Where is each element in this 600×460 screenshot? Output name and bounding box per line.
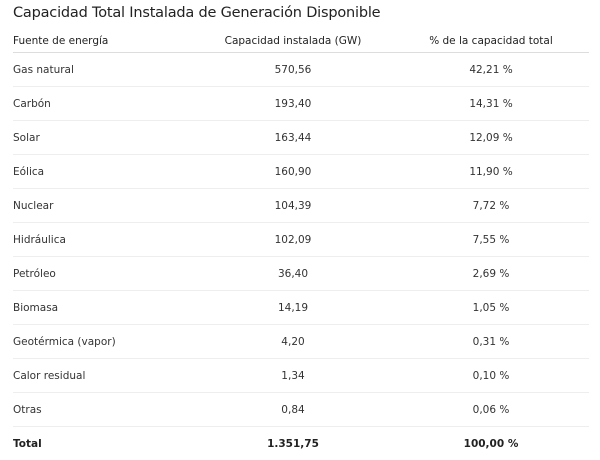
column-header-capacity: Capacidad instalada (GW) <box>193 30 393 53</box>
percent-cell: 100,00 % <box>393 427 589 460</box>
capacity-cell: 102,09 <box>193 223 393 257</box>
percent-cell: 11,90 % <box>393 155 589 189</box>
capacity-cell: 163,44 <box>193 121 393 155</box>
capacity-cell: 4,20 <box>193 325 393 359</box>
source-cell: Nuclear <box>13 189 193 223</box>
percent-cell: 1,05 % <box>393 291 589 325</box>
source-cell: Calor residual <box>13 359 193 393</box>
source-cell: Otras <box>13 393 193 427</box>
capacity-cell: 36,40 <box>193 257 393 291</box>
column-header-source: Fuente de energía <box>13 30 193 53</box>
source-cell: Gas natural <box>13 53 193 87</box>
percent-cell: 7,55 % <box>393 223 589 257</box>
percent-cell: 14,31 % <box>393 87 589 121</box>
percent-cell: 2,69 % <box>393 257 589 291</box>
source-cell: Geotérmica (vapor) <box>13 325 193 359</box>
source-cell: Carbón <box>13 87 193 121</box>
percent-cell: 0,10 % <box>393 359 589 393</box>
percent-cell: 0,31 % <box>393 325 589 359</box>
table-header-row: Fuente de energía Capacidad instalada (G… <box>13 30 589 53</box>
capacity-cell: 1.351,75 <box>193 427 393 460</box>
capacity-table: Fuente de energía Capacidad instalada (G… <box>13 30 589 460</box>
percent-cell: 0,06 % <box>393 393 589 427</box>
percent-cell: 7,72 % <box>393 189 589 223</box>
capacity-cell: 14,19 <box>193 291 393 325</box>
capacity-cell: 1,34 <box>193 359 393 393</box>
percent-cell: 12,09 % <box>393 121 589 155</box>
source-cell: Hidráulica <box>13 223 193 257</box>
page-title: Capacidad Total Instalada de Generación … <box>13 5 380 21</box>
capacity-cell: 160,90 <box>193 155 393 189</box>
capacity-cell: 104,39 <box>193 189 393 223</box>
source-cell: Eólica <box>13 155 193 189</box>
source-cell: Total <box>13 427 193 460</box>
source-cell: Solar <box>13 121 193 155</box>
percent-cell: 42,21 % <box>393 53 589 87</box>
source-cell: Petróleo <box>13 257 193 291</box>
capacity-cell: 193,40 <box>193 87 393 121</box>
capacity-cell: 0,84 <box>193 393 393 427</box>
source-cell: Biomasa <box>13 291 193 325</box>
capacity-cell: 570,56 <box>193 53 393 87</box>
column-header-percent: % de la capacidad total <box>393 30 589 53</box>
